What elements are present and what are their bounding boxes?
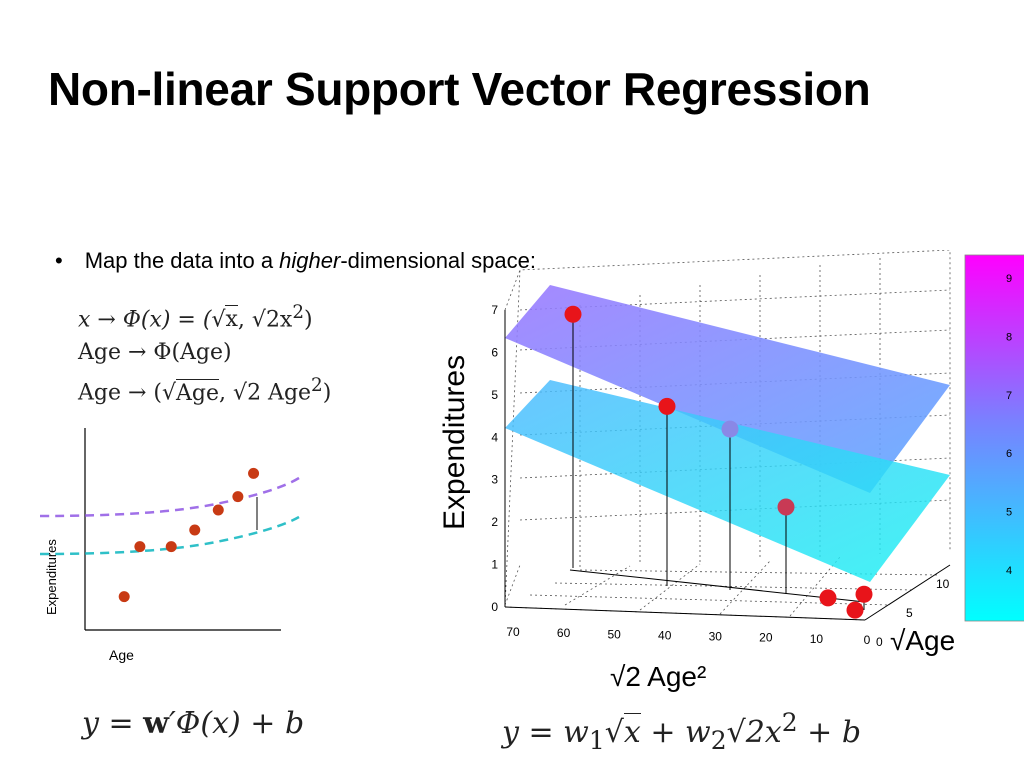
x-tick-label: 50 [607,627,621,641]
colorbar-tick-label: 8 [1006,331,1012,343]
bullet-point: • Map the data into a higher-dimensional … [55,248,536,274]
left-scatter-plot: Expenditures Age [39,428,300,663]
eqbr-end: + b [797,715,862,750]
equation-line-3: Age → (√Age, √2 Age2) [78,375,332,406]
x-axis-3d [504,606,866,621]
lower-plane [505,380,950,582]
data-point-3d [564,305,582,323]
data-point-3d [721,420,739,438]
left-data-point [232,491,244,503]
eq1-sqrt: x [225,305,238,333]
upper-tube-curve [39,476,300,518]
colorbar-tick-label: 9 [1006,273,1012,285]
x-tick-label: 70 [506,625,520,639]
left-data-point [134,541,146,553]
x-tick-labels: 70 60 50 40 30 20 10 0 [506,625,870,647]
x-tick-label: 10 [810,632,824,646]
eq3-sup: 2 [311,375,323,397]
eq1-mid: , [237,307,252,333]
y-axis-label: √Age [890,625,955,656]
z-tick-label: 1 [491,558,498,572]
eq1-lhs: x → Φ(x) = ( [78,307,212,333]
bullet-text-italic: higher [279,248,341,273]
eqbr-sub2: 2 [710,726,727,755]
x-axis-label: √2 Age² [610,661,706,692]
eqbr-sqrt1: x [623,713,641,750]
left-data-points [118,467,260,603]
lower-tube-curve [39,515,300,556]
slide-title: Non-linear Support Vector Regression [48,63,871,115]
colorbar-tick-label: 4 [1006,565,1012,577]
eqbr-lhs: y = w [502,715,589,750]
y-tick-label: 0 [876,635,883,649]
data-point-3d [855,585,873,603]
z-tick-label: 5 [491,388,498,402]
left-x-label: Age [109,647,134,663]
left-y-label: Expenditures [44,539,59,615]
eqbl-y: y = [82,706,144,741]
z-axis-label: Expenditures [438,355,471,530]
colorbar-tick-labels: 4 5 6 7 8 9 [1006,273,1012,577]
z-tick-label: 4 [491,430,498,444]
y-tick-labels: 0 5 10 [876,577,950,649]
left-data-point [248,467,260,479]
y-tick-label: 5 [906,606,913,620]
eq3-rest: 2 Age [247,380,312,406]
x-tick-label: 60 [557,626,571,640]
z-tick-label: 7 [491,303,498,317]
colorbar-tick-label: 5 [1006,507,1012,519]
z-tick-label: 0 [491,600,498,614]
z-tick-labels: 0 1 2 3 4 5 6 7 [491,303,498,614]
equation-bottom-right: y = w1√x + w2√2x2 + b [502,708,862,755]
left-data-point [165,541,177,553]
colorbar-tick-label: 7 [1006,390,1012,402]
equation-bottom-left: y = w′Φ(x) + b [82,706,304,741]
bullet-marker: • [55,248,63,273]
y-axis-3d [864,564,951,621]
floor-edge [569,569,866,603]
eq3-end: ) [322,380,332,406]
colorbar [964,254,1024,622]
left-data-point [118,591,130,603]
3d-data-points [564,305,873,619]
eqbr-sup: 2 [781,708,798,737]
left-data-point [189,524,201,536]
data-point-3d [777,498,795,516]
eq1-rest: 2x [265,307,293,333]
equation-line-2: Age → Φ(Age) [78,340,232,366]
eqbr-sub1: 1 [588,726,605,755]
eq1-end: ) [304,307,313,333]
eqbr-rest: 2x [745,715,782,750]
3d-stems [572,314,865,611]
eq3-sqrt: Age [176,378,220,406]
bullet-text-after: -dimensional space: [340,248,536,273]
data-point-3d [819,589,837,607]
z-tick-label: 6 [491,345,498,359]
z-tick-label: 3 [491,473,498,487]
left-data-point [212,504,224,516]
eq3-lhs: Age → ( [78,380,162,406]
x-tick-label: 30 [709,630,723,644]
x-tick-label: 0 [864,633,871,647]
y-tick-label: 10 [936,577,950,591]
data-point-3d [658,397,676,415]
bullet-text-before: Map the data into a [84,248,280,273]
eqbr-plus: + w [640,715,711,750]
colorbar-tick-label: 6 [1006,448,1012,460]
eq3-mid: , [219,380,234,406]
upper-plane [505,285,950,493]
x-tick-label: 40 [658,628,672,642]
x-tick-label: 20 [759,631,773,645]
eqbl-w: w [143,706,169,741]
right-3d-plot: 0 1 2 3 4 5 6 7 70 60 50 40 30 20 10 0 0 5 10 Expenditur… [438,250,1024,692]
z-tick-label: 2 [491,515,498,529]
equation-line-1: x → Φ(x) = (√x, √2x2) [78,302,313,333]
mapping-equations: x → Φ(x) = (√x, √2x2) Age → Φ(Age) Age →… [78,296,331,410]
eq1-sup: 2 [292,302,305,323]
eqbl-rest: ′Φ(x) + b [169,706,305,741]
data-point-3d [846,601,864,619]
